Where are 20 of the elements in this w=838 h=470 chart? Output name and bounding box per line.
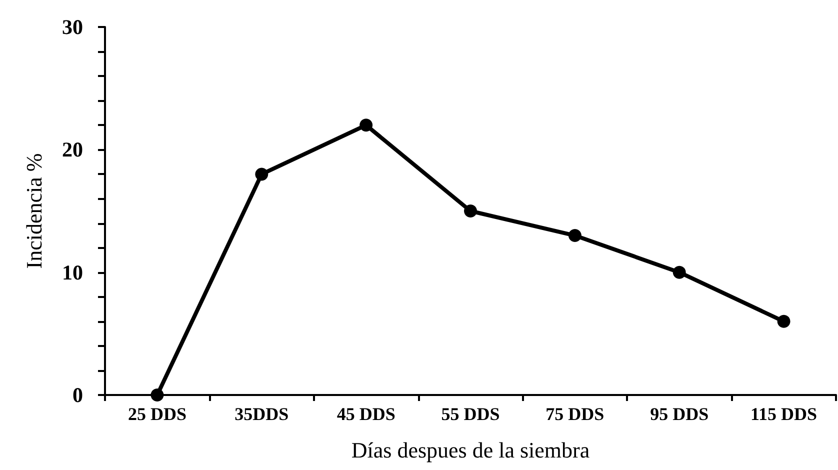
- y-tick-label: 0: [72, 383, 83, 407]
- point: [150, 388, 164, 402]
- point: [464, 204, 477, 218]
- y-tick-label: 10: [62, 260, 83, 284]
- point: [255, 168, 268, 181]
- x-tick-label: 75 DDS: [546, 404, 604, 424]
- point: [672, 266, 686, 279]
- x-axis-title: Días despues de la siembra: [351, 438, 590, 462]
- x-tick-label: 115 DDS: [750, 404, 818, 424]
- y-tick-label: 20: [62, 138, 83, 162]
- point: [777, 314, 790, 328]
- point: [568, 229, 582, 242]
- y-axis-title: Incidencia %: [22, 153, 46, 269]
- y-tick-label: 30: [62, 15, 83, 39]
- x-tick-label: 55 DDS: [441, 404, 500, 424]
- x-tick-label: 45 DDS: [336, 404, 396, 424]
- x-tick-label: 35DDS: [234, 404, 289, 424]
- x-tick-label: 25 DDS: [128, 404, 186, 424]
- x-tick-label: 95 DDS: [650, 404, 709, 424]
- point: [360, 118, 373, 132]
